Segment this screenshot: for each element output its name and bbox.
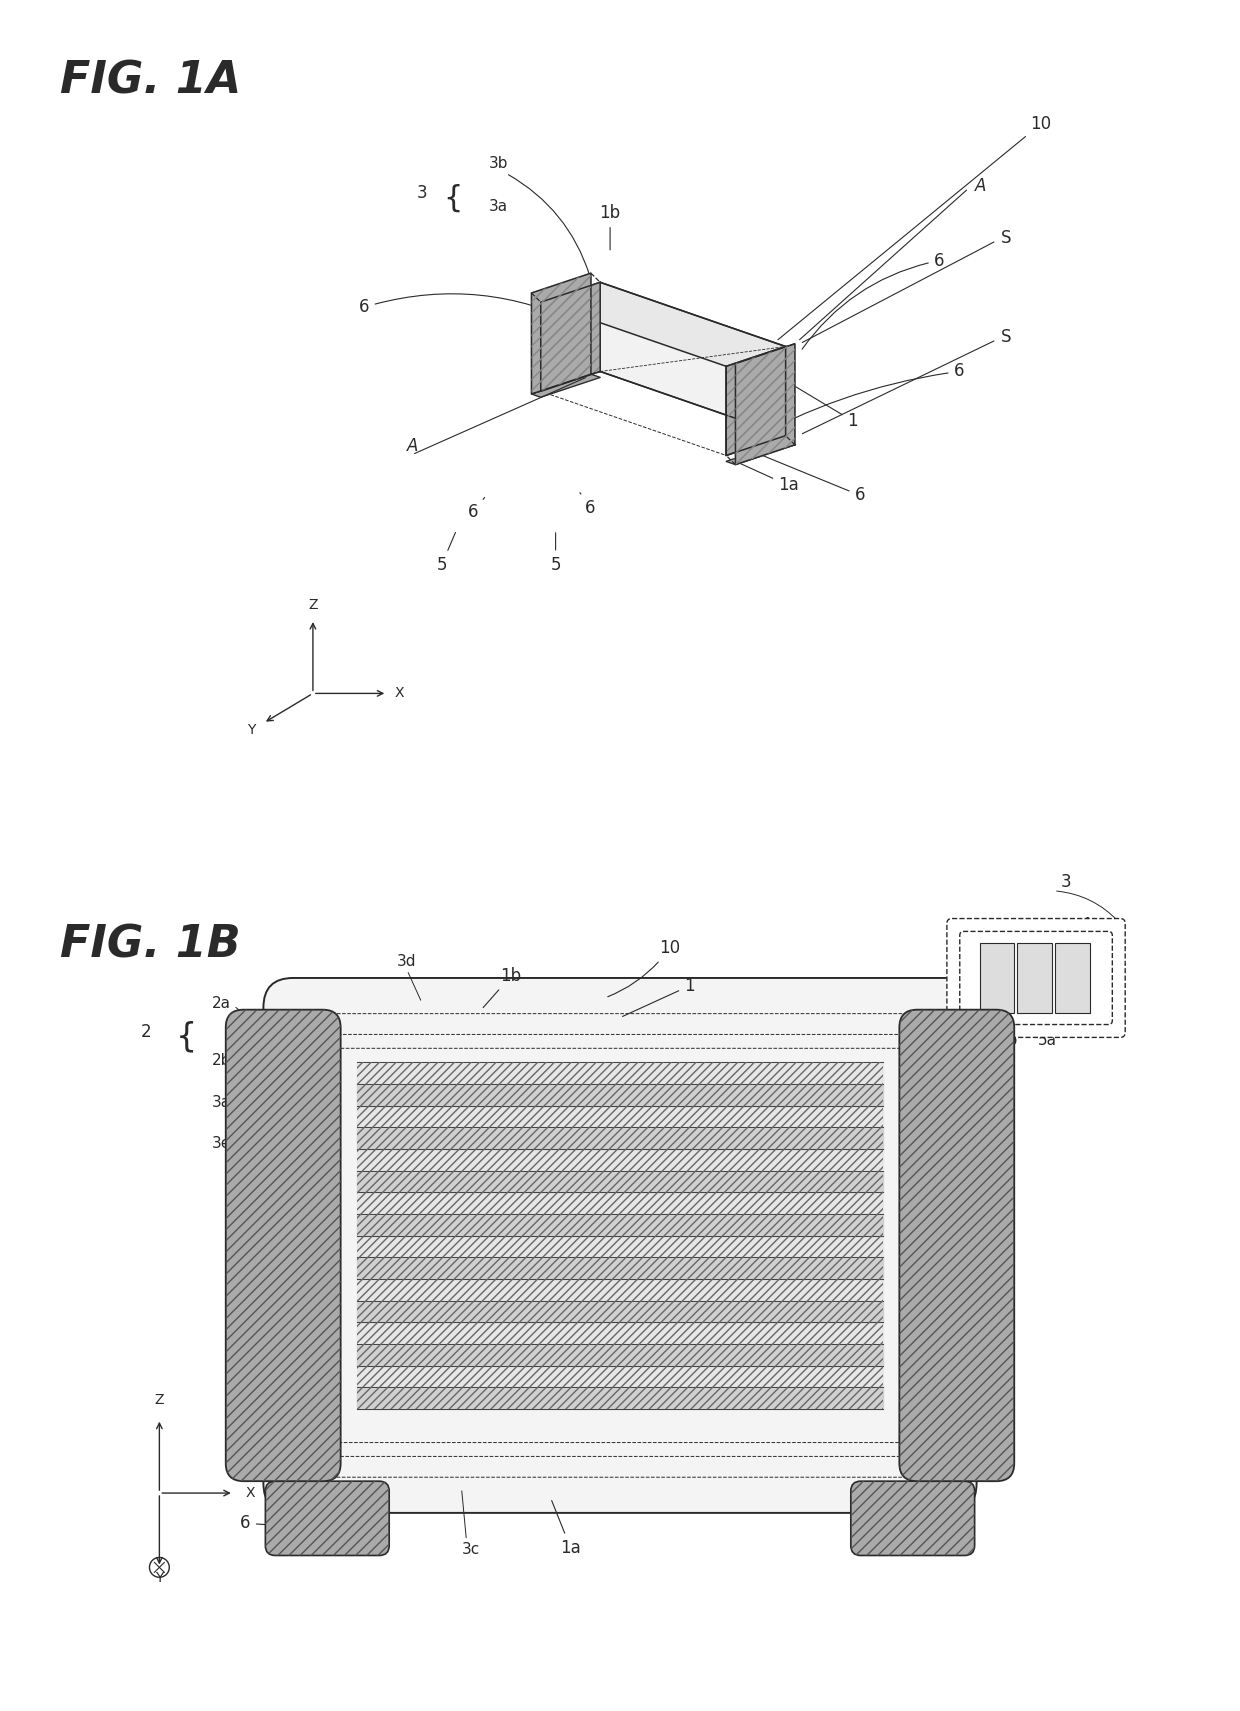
Polygon shape: [532, 274, 591, 394]
FancyBboxPatch shape: [960, 931, 1112, 1025]
Text: 6: 6: [469, 498, 485, 522]
Text: 1: 1: [622, 977, 694, 1016]
Text: 5a: 5a: [1038, 1033, 1056, 1049]
Text: 3c: 3c: [461, 1543, 480, 1557]
Polygon shape: [600, 282, 786, 436]
Text: Z: Z: [309, 599, 317, 613]
Text: 5: 5: [1055, 960, 1066, 979]
Text: 3e: 3e: [212, 1136, 231, 1152]
Text: 5b: 5b: [998, 1033, 1018, 1049]
Text: 1c: 1c: [228, 1217, 295, 1235]
Text: FIG. 1A: FIG. 1A: [61, 60, 242, 103]
Polygon shape: [735, 344, 795, 465]
Text: {: {: [176, 1021, 197, 1054]
Text: 1b: 1b: [599, 204, 621, 250]
Text: 6: 6: [360, 294, 583, 325]
Text: 10: 10: [608, 939, 680, 998]
Polygon shape: [532, 375, 600, 397]
Polygon shape: [727, 441, 795, 465]
Text: {: {: [444, 183, 463, 212]
Polygon shape: [541, 282, 600, 392]
Bar: [1055, 943, 1090, 1013]
Text: 2b: 2b: [212, 1054, 231, 1068]
Text: 6: 6: [916, 1514, 928, 1531]
FancyBboxPatch shape: [265, 1482, 389, 1555]
Text: 6: 6: [729, 441, 866, 505]
Text: 10: 10: [777, 115, 1052, 340]
Text: 5: 5: [436, 532, 455, 573]
Bar: [980, 943, 1014, 1013]
Polygon shape: [727, 347, 786, 455]
Text: A: A: [407, 436, 418, 455]
Text: 3: 3: [417, 185, 428, 202]
Text: X: X: [394, 686, 404, 700]
Text: 4: 4: [1080, 917, 1091, 934]
Text: 5c: 5c: [959, 1033, 977, 1049]
Text: 3b: 3b: [490, 156, 508, 171]
Text: 6: 6: [241, 1514, 319, 1531]
Text: 1a: 1a: [552, 1501, 580, 1557]
Text: 1: 1: [781, 378, 858, 429]
Text: X: X: [246, 1487, 255, 1501]
Text: 5: 5: [551, 532, 560, 573]
Text: 3a: 3a: [490, 198, 508, 214]
Text: Y: Y: [155, 1571, 164, 1584]
Text: 3a: 3a: [212, 1095, 231, 1110]
Polygon shape: [727, 347, 786, 455]
Text: 3d: 3d: [397, 955, 417, 968]
Text: 1d: 1d: [949, 1157, 970, 1175]
Text: S: S: [1002, 229, 1012, 246]
Text: 6: 6: [802, 252, 944, 349]
FancyBboxPatch shape: [263, 979, 977, 1513]
Text: 1a: 1a: [737, 462, 799, 494]
Text: FIG. 1B: FIG. 1B: [61, 924, 241, 967]
Bar: [1017, 943, 1052, 1013]
Text: C: C: [959, 1266, 971, 1283]
FancyBboxPatch shape: [947, 919, 1125, 1037]
Text: 1b: 1b: [484, 967, 522, 1008]
Text: 3: 3: [1060, 873, 1071, 891]
Text: A: A: [975, 178, 986, 195]
Text: 2a: 2a: [212, 996, 231, 1011]
FancyBboxPatch shape: [226, 1009, 341, 1482]
Text: Z: Z: [155, 1393, 164, 1406]
Text: 6: 6: [744, 363, 963, 445]
Polygon shape: [541, 282, 786, 366]
Text: 3f: 3f: [959, 1323, 973, 1338]
Text: 3b: 3b: [959, 1064, 978, 1080]
Text: 6: 6: [580, 493, 595, 517]
Text: Y: Y: [247, 724, 255, 737]
FancyBboxPatch shape: [851, 1482, 975, 1555]
Text: 2: 2: [141, 1023, 151, 1042]
Text: S: S: [1002, 329, 1012, 346]
FancyBboxPatch shape: [899, 1009, 1014, 1482]
